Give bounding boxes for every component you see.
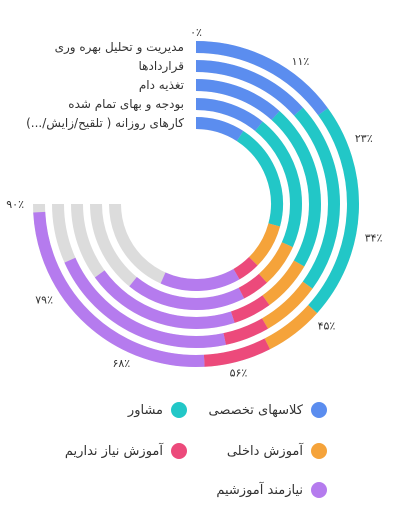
- tick-label: ۱۱٪: [292, 55, 310, 68]
- bar-segments: [33, 41, 359, 367]
- tick-label: ۰٪: [190, 26, 202, 39]
- legend-label: آموزش نیاز نداریم: [64, 443, 163, 459]
- tick-labels: ۰٪ ۱۱٪ ۲۳٪ ۳۴٪ ۴۵٪ ۵۶٪ ۶۸٪ ۷۹٪ ۹۰٪: [6, 26, 382, 380]
- category-label: کارهای روزانه ( تلقیح/زایش/...): [26, 116, 184, 131]
- legend-label: آموزش داخلی: [226, 443, 303, 459]
- bar-segment: [129, 276, 245, 310]
- bar-segment: [262, 260, 305, 306]
- category-labels: مدیریت و تحلیل بهره وری قراردادها تغذیه دا…: [26, 40, 184, 131]
- bar-segment: [248, 223, 281, 266]
- bar-segment: [236, 131, 283, 227]
- legend-item-need-training[interactable]: نیازمند آموزشیم: [216, 482, 327, 498]
- bar-segment: [233, 256, 258, 280]
- legend-item-internal-training[interactable]: آموزش داخلی: [227, 443, 327, 459]
- legend-swatch-icon: [171, 443, 187, 459]
- category-label: مدیریت و تحلیل بهره وری: [55, 40, 184, 55]
- bar-segment: [195, 79, 280, 121]
- bar-segment: [261, 281, 313, 329]
- legend-swatch-icon: [171, 402, 187, 418]
- legend: کلاسهای تخصصی مشاور آموزش داخلی آموزش نی…: [0, 390, 409, 510]
- bar-segment: [195, 41, 328, 116]
- legend-swatch-icon: [311, 402, 327, 418]
- tick-label: ۵۶٪: [230, 367, 248, 380]
- bar-segment: [238, 273, 267, 299]
- bar-segment: [195, 117, 244, 142]
- bar-segment: [308, 108, 359, 314]
- bar-segment: [64, 257, 226, 348]
- category-label: بودجه و بهای تمام شده: [68, 97, 184, 112]
- legend-label: مشاور: [127, 402, 163, 418]
- tick-label: ۲۳٪: [355, 132, 373, 145]
- bar-segment: [203, 338, 271, 367]
- bar-segment: [223, 318, 268, 345]
- category-label: تغذیه دام: [139, 78, 184, 92]
- bar-segment: [195, 98, 263, 132]
- bar-segment: [195, 60, 304, 116]
- category-label: قراردادها: [139, 59, 185, 74]
- bar-segment: [271, 111, 321, 267]
- tick-label: ۶۸٪: [112, 357, 130, 370]
- tick-label: ۹۰٪: [6, 198, 24, 211]
- tick-label: ۷۹٪: [35, 294, 53, 307]
- bar-segment: [294, 107, 340, 289]
- bar-segment: [230, 295, 270, 323]
- radial-bar-chart: ۰٪ ۱۱٪ ۲۳٪ ۳۴٪ ۴۵٪ ۵۶٪ ۶۸٪ ۷۹٪ ۹۰٪ مدیریت و تحلی…: [6, 26, 382, 380]
- tick-label: ۳۴٪: [365, 232, 383, 245]
- bar-segment: [33, 211, 205, 367]
- bar-segment: [264, 304, 318, 350]
- legend-swatch-icon: [311, 482, 327, 498]
- bar-segment: [94, 270, 235, 329]
- bar-segment: [160, 268, 240, 291]
- legend-swatch-icon: [311, 443, 327, 459]
- bar-segment: [258, 242, 293, 283]
- tick-label: ۴۵٪: [318, 320, 336, 333]
- legend-item-specialized-classes[interactable]: کلاسهای تخصصی: [208, 402, 327, 418]
- legend-item-consultant[interactable]: مشاور: [128, 402, 187, 418]
- legend-item-no-training-needed[interactable]: آموزش نیاز نداریم: [65, 443, 187, 459]
- bar-segment: [255, 121, 302, 248]
- legend-label: نیازمند آموزشیم: [216, 482, 303, 498]
- legend-label: کلاسهای تخصصی: [208, 402, 304, 418]
